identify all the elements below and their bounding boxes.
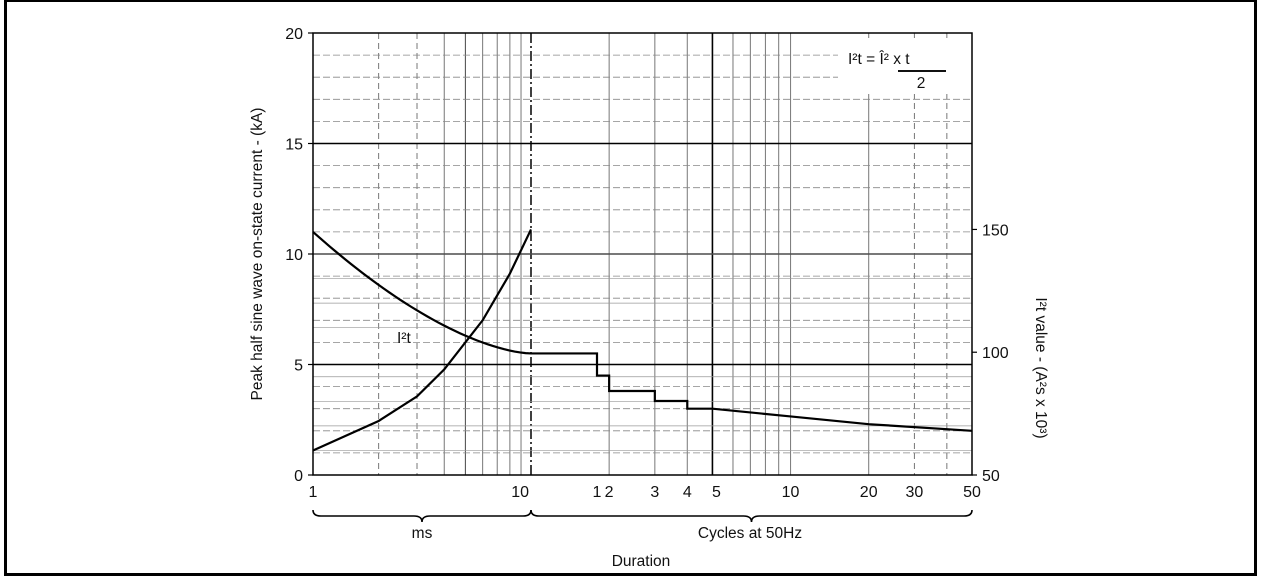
y-left-tick-label: 15 <box>285 137 303 154</box>
x-tick-label-ms: 10 <box>511 484 529 501</box>
y-left-tick-label: 10 <box>285 247 303 264</box>
grid <box>313 33 972 475</box>
x-tick-label-ms: 1 <box>309 484 318 501</box>
brace-cycles <box>530 509 973 523</box>
x-tick-label-cycles: 3 <box>650 484 659 501</box>
segment-label-cycles: Cycles at 50Hz <box>698 525 802 542</box>
x-tick-label-cycles: 1 <box>593 484 602 501</box>
segment-label-ms: ms <box>412 525 433 542</box>
x-tick-label-cycles: 50 <box>963 484 981 501</box>
formula-box-bg <box>838 38 970 94</box>
x-tick-label-cycles: 10 <box>782 484 800 501</box>
series-peak-current-line <box>312 231 973 432</box>
y-left-tick-label: 20 <box>285 26 303 43</box>
frame-top-border <box>4 0 1257 2</box>
series-layer <box>312 228 973 452</box>
x-tick-label-cycles: 2 <box>605 484 614 501</box>
figure-frame <box>4 0 1257 576</box>
y-right-tick-label: 50 <box>982 468 1000 485</box>
x-tick-label-cycles: 4 <box>683 484 692 501</box>
formula-denominator: 2 <box>917 75 926 92</box>
x-tick-label-cycles: 20 <box>860 484 878 501</box>
x-tick-label-cycles: 5 <box>712 484 721 501</box>
y-axis-right-label: I²t value - (A²s x 10³) <box>1032 297 1049 438</box>
formula-text: I²t = Î² x t <box>848 51 910 68</box>
i2t-curve-label: I²t <box>397 330 411 347</box>
axes <box>308 32 977 523</box>
x-axis-label: Duration <box>612 553 671 570</box>
y-left-tick-label: 5 <box>294 358 303 375</box>
y-right-tick-label: 100 <box>982 345 1009 362</box>
y-axis-left-label: Peak half sine wave on-state current - (… <box>249 108 266 401</box>
brace-ms <box>312 509 532 523</box>
x-tick-label-cycles: 30 <box>906 484 924 501</box>
y-left-tick-label: 0 <box>294 468 303 485</box>
series-i2t-line <box>312 228 532 452</box>
y-right-tick-label: 150 <box>982 222 1009 239</box>
